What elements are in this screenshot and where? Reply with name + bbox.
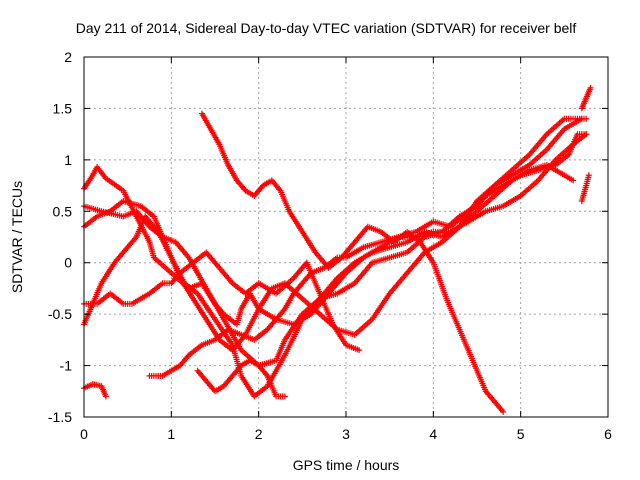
data-series: [81, 84, 594, 415]
x-tick-label: 1: [167, 426, 175, 442]
axis-ticks: 0 1 2 3 4 5 6 -1.5 -1 -0.5 0 0.5 1 1.5 2: [48, 49, 612, 442]
data-point: [570, 177, 577, 184]
y-tick-label: 1.5: [53, 100, 73, 116]
data-point: [583, 115, 590, 122]
y-tick-label: 1: [64, 152, 72, 168]
data-point: [281, 393, 288, 400]
y-tick-label: 2: [64, 49, 72, 65]
series-s3: [81, 115, 585, 369]
series-s1: [81, 381, 109, 400]
y-tick-label: 0.5: [53, 203, 73, 219]
data-point: [585, 172, 592, 179]
x-axis-label: GPS time / hours: [293, 457, 400, 473]
chart-title: Day 211 of 2014, Sidereal Day-to-day VTE…: [76, 20, 577, 36]
data-point: [356, 347, 363, 354]
y-axis-label: SDTVAR / TECUs: [9, 181, 25, 293]
y-tick-label: -1.5: [48, 409, 72, 425]
x-tick-label: 6: [604, 426, 612, 442]
series-s6: [81, 249, 363, 354]
series-s10: [578, 84, 594, 112]
y-tick-label: -0.5: [48, 306, 72, 322]
x-tick-label: 3: [342, 426, 350, 442]
x-tick-label: 2: [255, 426, 263, 442]
x-tick-label: 0: [80, 426, 88, 442]
series-s8: [198, 110, 507, 415]
x-tick-label: 4: [429, 426, 437, 442]
x-tick-label: 5: [517, 426, 525, 442]
series-s9: [194, 357, 288, 400]
data-point: [587, 84, 594, 91]
grid: [84, 57, 608, 417]
y-tick-label: 0: [64, 255, 72, 271]
data-point: [500, 408, 507, 415]
y-tick-label: -1: [60, 358, 73, 374]
data-point: [102, 393, 109, 400]
series-s11: [578, 172, 592, 204]
data-point: [583, 131, 590, 138]
